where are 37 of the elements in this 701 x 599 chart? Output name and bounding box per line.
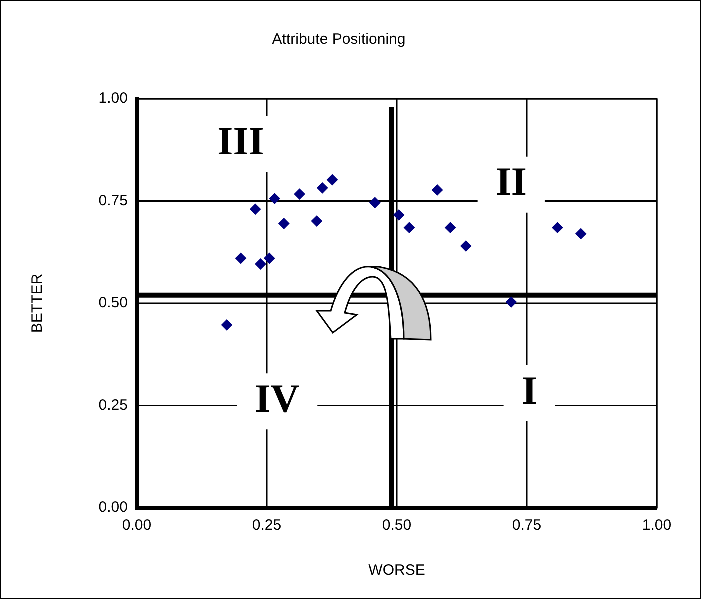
point bbox=[278, 218, 290, 230]
point bbox=[255, 258, 266, 270]
point bbox=[311, 216, 322, 227]
point bbox=[269, 193, 280, 204]
x-axis-title: WORSE bbox=[368, 562, 426, 580]
point bbox=[327, 174, 338, 186]
x-tick-label: 0.25 bbox=[252, 517, 282, 534]
point bbox=[236, 253, 246, 264]
point bbox=[370, 197, 381, 208]
y-tick-label: 0.00 bbox=[98, 499, 128, 516]
point bbox=[445, 222, 456, 234]
point bbox=[264, 253, 276, 264]
annotation: III bbox=[218, 118, 264, 164]
annotation: IV bbox=[255, 376, 300, 421]
point bbox=[294, 188, 306, 200]
point bbox=[221, 320, 232, 331]
chart-title: Attribute Positioning bbox=[272, 31, 406, 48]
y-axis-title: BETTER bbox=[29, 274, 46, 334]
x-tick-label: 0.00 bbox=[122, 517, 152, 534]
point bbox=[317, 182, 328, 194]
annotation: II bbox=[496, 159, 527, 204]
point bbox=[404, 222, 415, 234]
point bbox=[432, 184, 444, 196]
point bbox=[460, 240, 472, 252]
point bbox=[506, 296, 517, 308]
y-tick-label: 0.25 bbox=[98, 396, 128, 414]
x-tick-label: 0.75 bbox=[512, 517, 542, 534]
y-tick-label: 0.50 bbox=[98, 294, 128, 312]
point bbox=[576, 228, 587, 240]
point bbox=[250, 204, 262, 215]
y-tick-label: 1.00 bbox=[98, 90, 128, 108]
point bbox=[394, 210, 405, 221]
x-tick-label: 1.00 bbox=[642, 517, 672, 534]
point bbox=[552, 222, 564, 234]
x-tick-label: 0.50 bbox=[382, 517, 412, 534]
y-tick-label: 0.75 bbox=[98, 192, 128, 210]
annotation: I bbox=[522, 368, 538, 413]
